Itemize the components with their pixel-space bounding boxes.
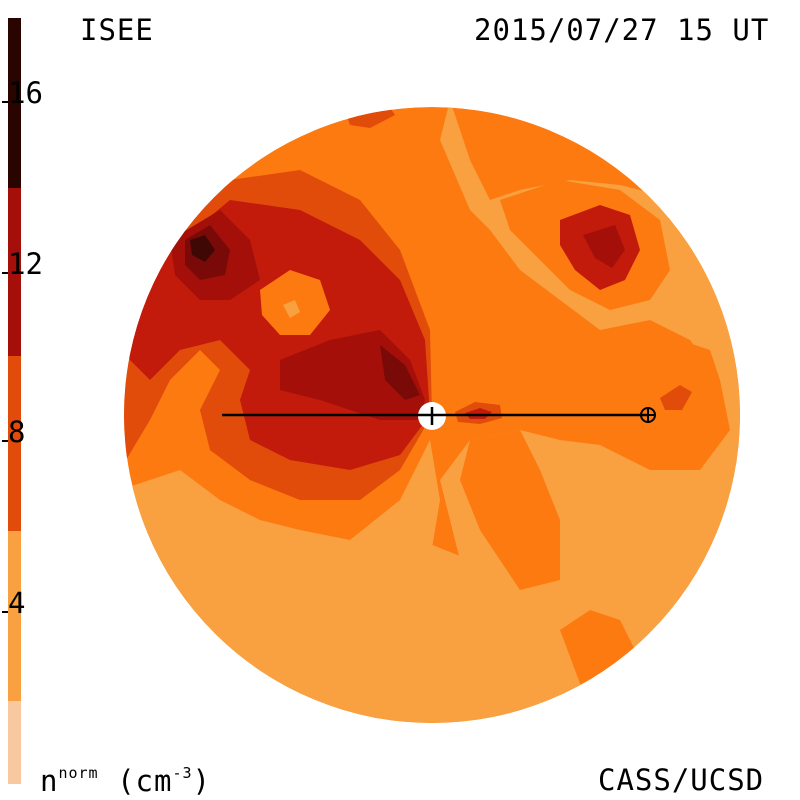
colorbar-tick-4 [2,611,8,613]
density-colorbar [8,18,21,784]
earth-icon [640,407,656,423]
contour-level-11-northeast-cell [583,225,625,268]
colorbar-tick-16 [2,101,8,103]
colorbar-level-0 [8,701,21,784]
unit-open: (cm [117,764,173,798]
unit-close: ) [192,764,211,798]
colorbar-tick-label-12: 12 [8,247,43,281]
header-timestamp: 2015/07/27 15 UT [474,13,770,47]
contour-level-5-east-band [460,430,560,590]
colorbar-tick-label-4: 4 [8,586,26,620]
colorbar-tick-8 [2,440,8,442]
contour-level-15-peak [190,235,215,262]
colorbar-level-3 [8,188,21,356]
quantity-symbol: n [40,764,59,798]
credit-label: CASS/UCSD [598,763,765,797]
contour-level-7-east-cell [660,385,692,410]
quantity-superscript: norm [58,764,99,782]
quantity-unit-label: nnorm (cm-3) [40,766,211,796]
contour-level-7-north-edge [345,107,395,128]
contour-level-3-west-island-core [283,300,300,318]
colorbar-tick-12 [2,272,8,274]
colorbar-tick-label-8: 8 [8,415,26,449]
colorbar-level-2 [8,356,21,531]
contour-level-13-center [380,345,420,400]
colorbar-level-4 [8,18,21,188]
contour-level-3-east [440,107,740,723]
unit-superscript: -3 [172,764,193,782]
colorbar-level-1 [8,531,21,701]
colorbar-tick-label-16: 16 [8,76,43,110]
header-left-label: ISEE [80,13,154,47]
